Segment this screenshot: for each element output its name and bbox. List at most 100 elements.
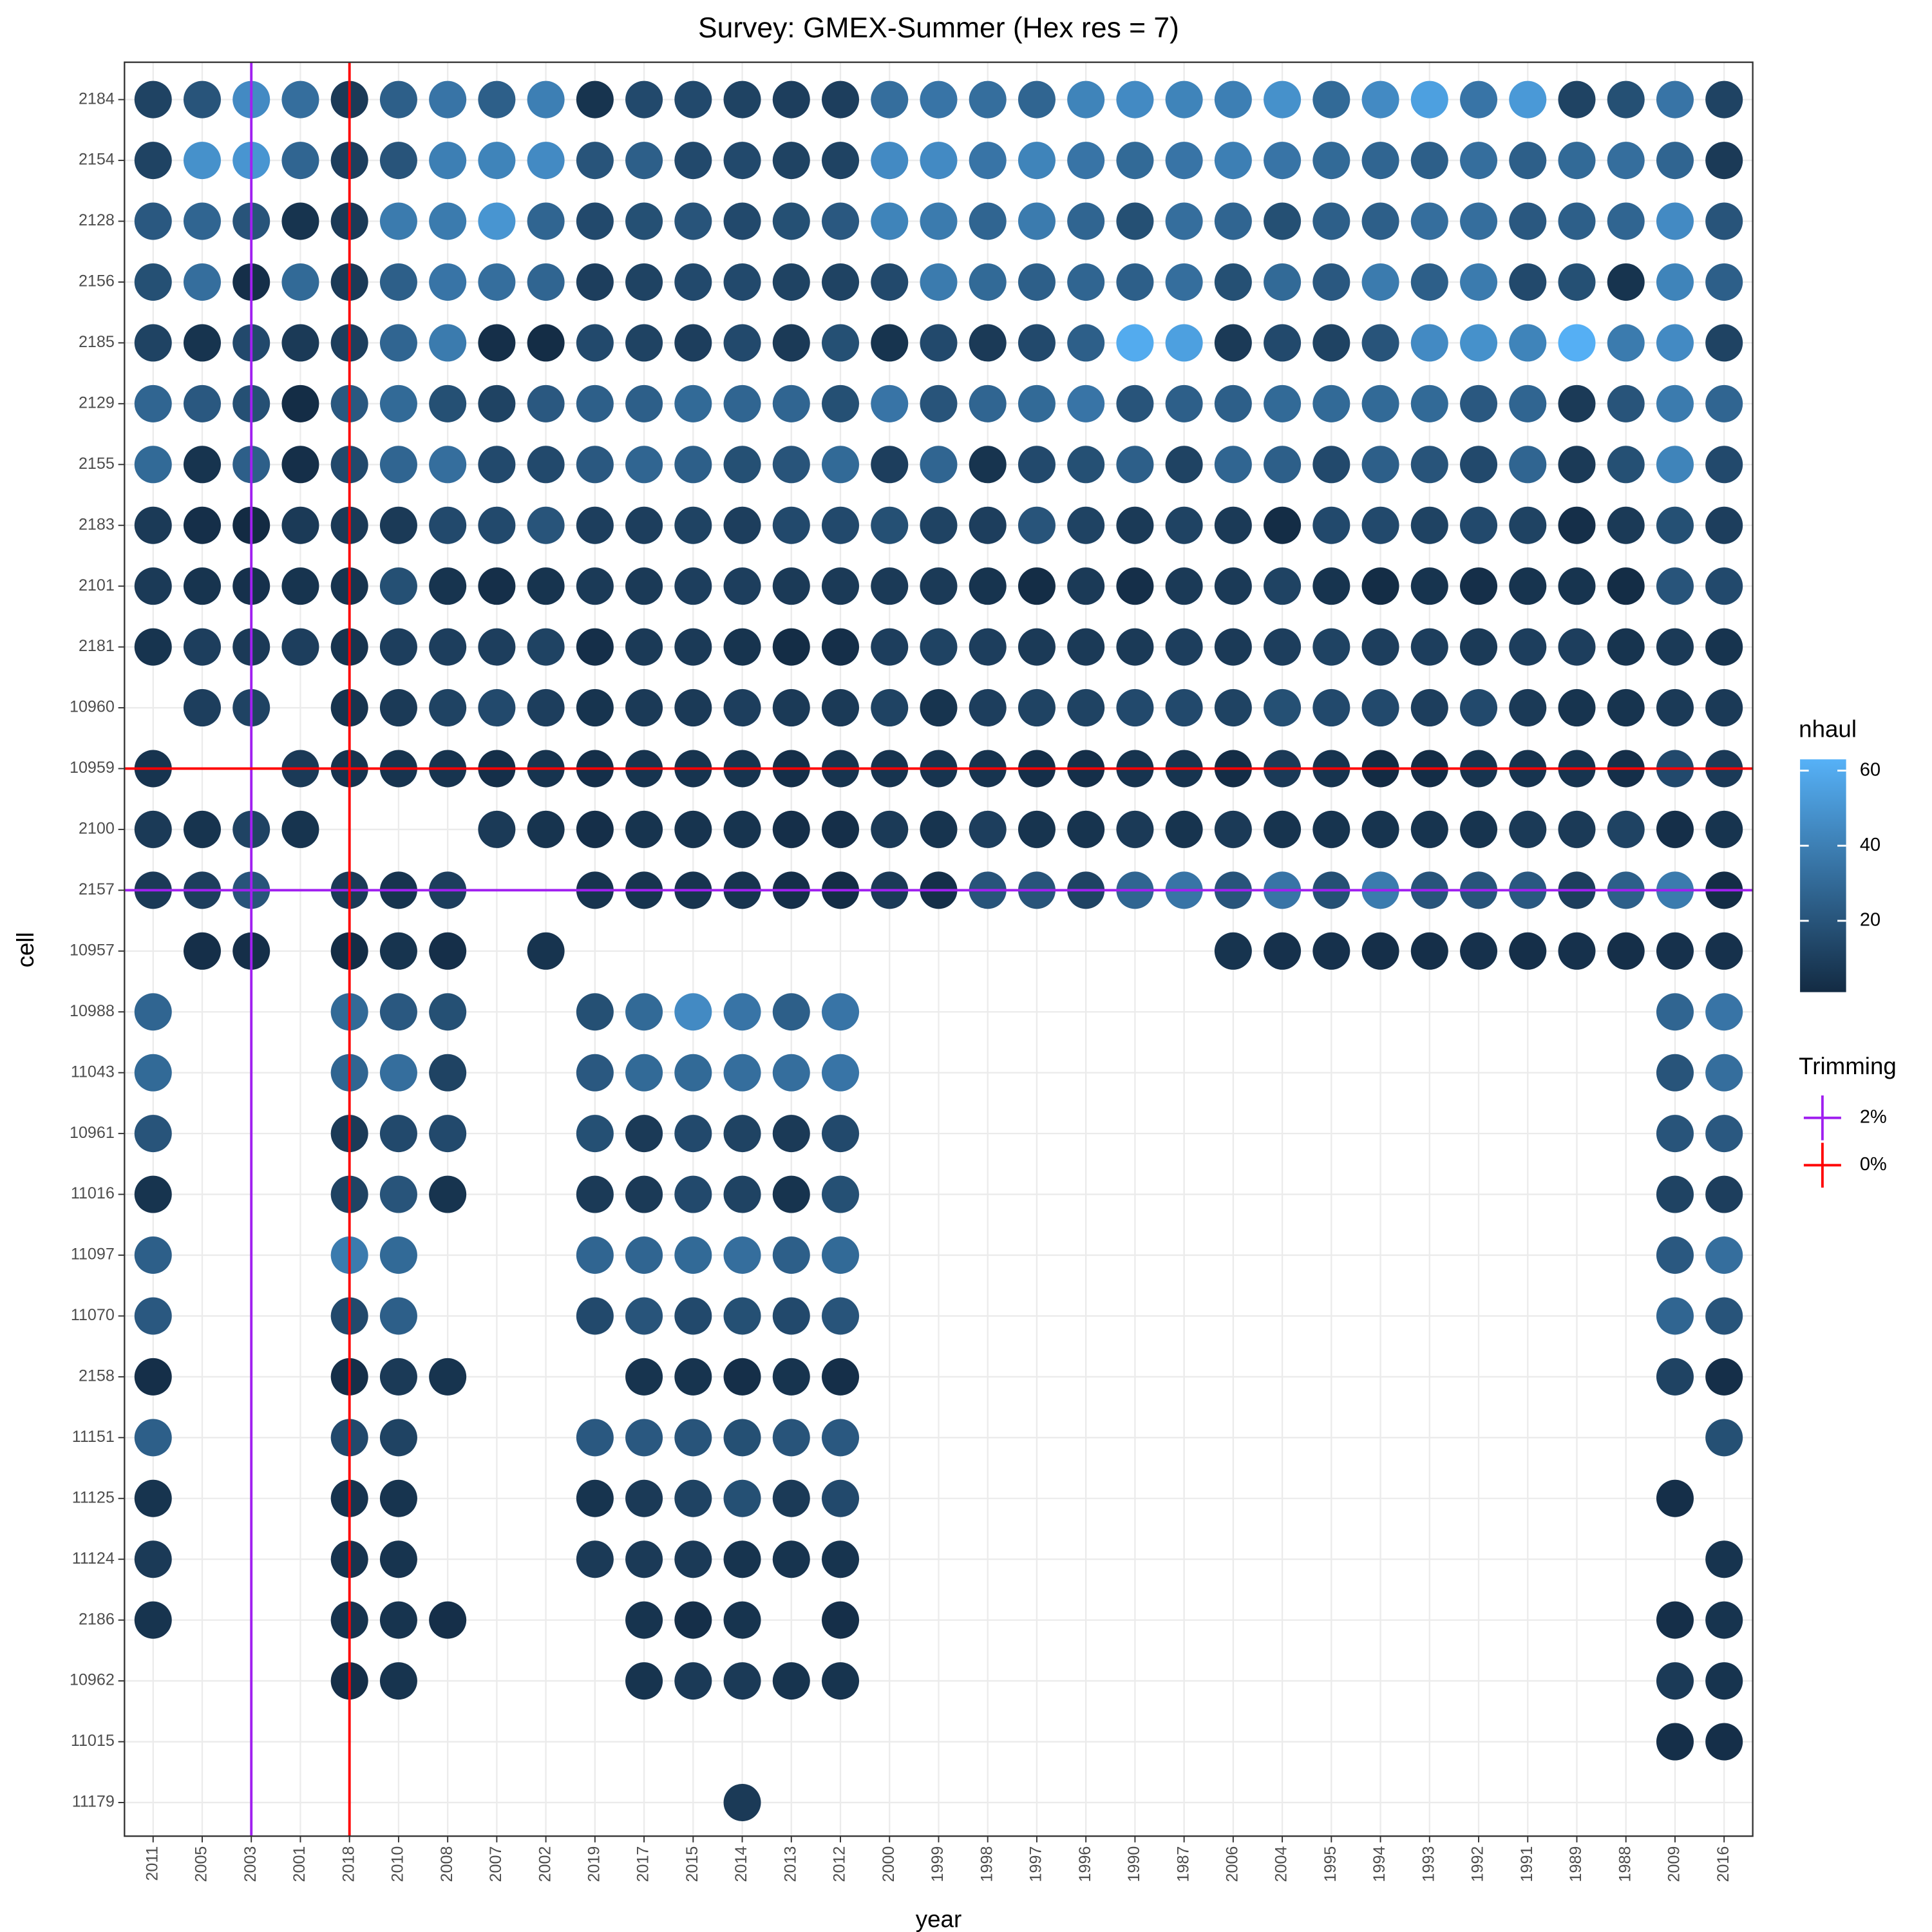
y-tick-label: 2155 (79, 455, 115, 473)
dot (772, 80, 810, 118)
y-tick-label: 2129 (79, 393, 115, 412)
y-tick-label: 11097 (71, 1245, 115, 1264)
dot (625, 1662, 663, 1700)
dot (1312, 202, 1350, 240)
y-tick-label: 2183 (79, 515, 115, 533)
colorbar-label: 40 (1860, 835, 1880, 855)
dot (183, 384, 221, 422)
dot (674, 1358, 712, 1396)
dot (429, 628, 467, 666)
dot (1264, 263, 1302, 301)
dot (772, 1054, 810, 1092)
dot (871, 506, 909, 544)
dot (134, 1175, 172, 1213)
dot (723, 1601, 761, 1639)
dot (1460, 324, 1498, 362)
dot (1018, 384, 1056, 422)
dot (674, 1662, 712, 1700)
dot (1705, 506, 1743, 544)
dot (1018, 628, 1056, 666)
dot (1607, 506, 1645, 544)
dot (1410, 628, 1448, 666)
dot (1067, 628, 1105, 666)
dot (1705, 384, 1743, 422)
y-tick-label: 11016 (71, 1184, 115, 1202)
dot (1509, 446, 1547, 484)
dot (281, 567, 319, 605)
dot (625, 1479, 663, 1517)
y-tick-label: 2157 (79, 880, 115, 898)
dot (379, 1419, 417, 1457)
dot (1460, 384, 1498, 422)
y-tick-label: 2185 (79, 333, 115, 351)
colorbar-label: 60 (1860, 759, 1880, 780)
dot (1607, 202, 1645, 240)
dot (1361, 810, 1399, 848)
dot (920, 324, 958, 362)
dot (1460, 446, 1498, 484)
dot (379, 446, 417, 484)
dot (772, 446, 810, 484)
trim-legend-title: Trimming (1799, 1053, 1897, 1079)
dot (134, 993, 172, 1031)
y-tick-label: 10957 (70, 941, 115, 959)
dot (920, 142, 958, 180)
dot (379, 80, 417, 118)
dot (134, 1054, 172, 1092)
dot (1214, 80, 1252, 118)
dot (772, 506, 810, 544)
x-tick-label: 2001 (290, 1846, 308, 1882)
dot (576, 324, 614, 362)
dot (1509, 384, 1547, 422)
dot (1165, 324, 1203, 362)
dot (920, 628, 958, 666)
dot (1165, 202, 1203, 240)
dot (183, 142, 221, 180)
dot (625, 80, 663, 118)
dot (527, 263, 565, 301)
dot (576, 567, 614, 605)
dot (1607, 567, 1645, 605)
dot (1116, 142, 1154, 180)
dot (1656, 1723, 1694, 1761)
x-tick-label: 2012 (831, 1846, 849, 1882)
dot (772, 1175, 810, 1213)
dot (1705, 567, 1743, 605)
dot (674, 1419, 712, 1457)
dot (969, 202, 1007, 240)
dot (429, 1601, 467, 1639)
dot (1460, 263, 1498, 301)
dot (1509, 506, 1547, 544)
dot (625, 263, 663, 301)
dot (1656, 1175, 1694, 1213)
dot (1656, 932, 1694, 970)
dot (379, 567, 417, 605)
dot (1509, 263, 1547, 301)
dot (822, 1175, 860, 1213)
dot (576, 1540, 614, 1578)
dot (969, 628, 1007, 666)
color-legend-title: nhaul (1799, 715, 1857, 742)
dot (1460, 689, 1498, 727)
dot (772, 263, 810, 301)
dot (1558, 689, 1596, 727)
dot (1558, 628, 1596, 666)
dot (1460, 628, 1498, 666)
dot (871, 567, 909, 605)
dot (183, 628, 221, 666)
dot (723, 263, 761, 301)
colorbar-label: 20 (1860, 909, 1880, 930)
x-tick-label: 2018 (339, 1846, 357, 1882)
dot (478, 506, 516, 544)
x-tick-label: 1994 (1370, 1846, 1388, 1882)
chart-title: Survey: GMEX-Summer (Hex res = 7) (698, 12, 1179, 44)
dot (1018, 324, 1056, 362)
dot (674, 628, 712, 666)
dot (183, 263, 221, 301)
dot (822, 1479, 860, 1517)
dot (822, 1540, 860, 1578)
dot (1116, 628, 1154, 666)
dot (1214, 202, 1252, 240)
dot (871, 446, 909, 484)
dot (1067, 446, 1105, 484)
